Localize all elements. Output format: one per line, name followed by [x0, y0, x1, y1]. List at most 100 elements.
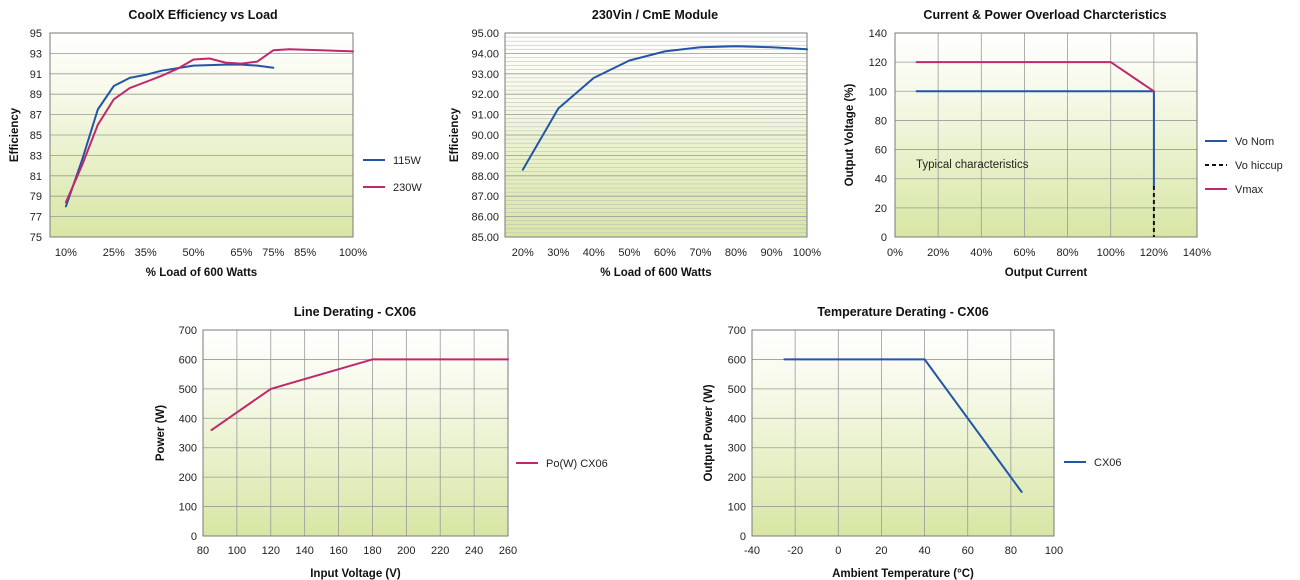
chart5-x-tick-label: 0 [835, 545, 841, 557]
chart2-y-axis-label: Efficiency [449, 107, 461, 162]
chart5-y-tick-label: 0 [740, 531, 746, 543]
chart1-x-tick-label: 100% [339, 247, 367, 259]
chart4-x-tick-label: 180 [363, 545, 381, 557]
chart3-y-tick-label: 0 [881, 232, 887, 244]
chart5-x-tick-label: 40 [918, 545, 930, 557]
chart2-x-tick-label: 30% [547, 247, 569, 259]
chart1-x-tick-label: 75% [262, 247, 284, 259]
chart1-x-tick-label: 85% [294, 247, 316, 259]
chart1-y-tick-label: 83 [30, 150, 42, 162]
chart5-x-tick-label: -20 [787, 545, 803, 557]
chart1-x-tick-label: 65% [230, 247, 252, 259]
chart5-legend-label-cx06: CX06 [1094, 457, 1122, 469]
chart4-x-tick-label: 80 [197, 545, 209, 557]
chart3-plot-area [895, 33, 1197, 237]
chart1-y-tick-label: 87 [30, 110, 42, 122]
chart3-x-tick-label: 40% [970, 247, 992, 259]
chart1-x-tick-label: 10% [55, 247, 77, 259]
chart2-y-tick-label: 86.00 [471, 212, 499, 224]
chart2-x-tick-label: 80% [725, 247, 747, 259]
chart4: 0 100 200 300 400 500 600 700 80 100 120 140 160 180 2… [155, 305, 608, 580]
chart4-y-tick-label: 600 [179, 354, 197, 366]
chart2-x-tick-label: 90% [760, 247, 782, 259]
chart3-legend-label-vo-nom: Vo Nom [1235, 136, 1274, 148]
chart5-y-axis-label: Output Power (W) [703, 384, 715, 481]
chart3-y-tick-label: 100 [869, 86, 887, 98]
chart2-x-axis-label: % Load of 600 Watts [600, 267, 711, 279]
chart5-x-tick-label: -40 [744, 545, 760, 557]
chart3-y-axis-label: Output Voltage (%) [844, 84, 856, 187]
chart4-series-po-w-cx06-line [210, 358, 509, 432]
chart1-y-tick-label: 91 [30, 69, 42, 81]
chart4-plot-area [203, 330, 508, 536]
chart4-y-tick-label: 300 [179, 443, 197, 455]
chart2-title: 230Vin / CmE Module [592, 8, 718, 22]
chart2-y-tick-label: 87.00 [471, 191, 499, 203]
chart1-x-tick-label: 35% [135, 247, 157, 259]
chart3-x-tick-label: 100% [1097, 247, 1125, 259]
chart5-y-tick-label: 400 [728, 413, 746, 425]
chart2-y-tick-label: 92.00 [471, 89, 499, 101]
chart2-series-series1-line [521, 45, 808, 171]
chart3-plot-frame [894, 32, 1198, 238]
chart4-title: Line Derating - CX06 [294, 305, 416, 319]
chart2: 85.00 86.00 87.00 88.00 89.00 90.00 91.00 92.00… [449, 8, 821, 279]
chart2-x-tick-label: 40% [583, 247, 605, 259]
chart1-y-tick-label: 85 [30, 130, 42, 142]
chart4-x-tick-label: 200 [397, 545, 415, 557]
chart2-x-tick-label: 100% [793, 247, 821, 259]
chart4-x-axis-label: Input Voltage (V) [310, 568, 401, 580]
chart1-title: CoolX Efficiency vs Load [128, 8, 277, 22]
chart1-y-tick-label: 93 [30, 48, 42, 60]
chart5-y-tick-label: 500 [728, 384, 746, 396]
chart3-x-axis-label: Output Current [1005, 267, 1088, 279]
chart3-x-tick-label: 0% [887, 247, 903, 259]
chart2-x-tick-label: 50% [618, 247, 640, 259]
chart1-legend-label-115w: 115W [393, 155, 422, 167]
chart5-x-tick-label: 60 [962, 545, 974, 557]
chart4-x-tick-label: 220 [431, 545, 449, 557]
chart5-x-axis-label: Ambient Temperature (°C) [832, 568, 974, 580]
chart5-y-tick-label: 600 [728, 354, 746, 366]
chart4-x-tick-label: 160 [329, 545, 347, 557]
chart1-plot-frame [49, 32, 354, 238]
chart3-y-tick-label: 80 [875, 115, 887, 127]
chart3-legend-label-vmax: Vmax [1235, 184, 1264, 196]
chart4-y-axis-label: Power (W) [155, 405, 167, 461]
chart1-x-axis-label: % Load of 600 Watts [146, 267, 257, 279]
chart4-y-tick-label: 100 [179, 502, 197, 514]
chart3: 0 20 40 60 80 100 120 140 0% 20% 40% 60% 80% 100% 120%… [844, 8, 1283, 279]
chart3-y-tick-label: 120 [869, 57, 887, 69]
chart1-y-tick-label: 95 [30, 28, 42, 40]
chart1-series-115w-line [64, 63, 275, 208]
chart1-y-tick-label: 81 [30, 171, 42, 183]
chart4-y-tick-label: 400 [179, 413, 197, 425]
chart3-x-tick-label: 60% [1013, 247, 1035, 259]
chart5: 0 100 200 300 400 500 600 700 -40 -20 0 20 40 60 80 100… [703, 305, 1122, 580]
chart5-y-tick-label: 100 [728, 502, 746, 514]
chart5-x-tick-label: 20 [875, 545, 887, 557]
chart3-y-tick-label: 20 [875, 203, 887, 215]
chart2-y-tick-label: 94.00 [471, 48, 499, 60]
chart1-y-tick-label: 75 [30, 232, 42, 244]
chart3-series-vmax-line [915, 61, 1155, 93]
chart2-x-tick-label: 60% [654, 247, 676, 259]
chart5-x-tick-label: 80 [1005, 545, 1017, 557]
chart1-x-tick-label: 50% [183, 247, 205, 259]
chart5-plot-area [752, 330, 1054, 536]
chart4-y-tick-label: 500 [179, 384, 197, 396]
chart1: 75 77 79 81 83 85 87 89 91 93 95 10% 25% 35% 50% 65% 75%… [9, 8, 422, 279]
chart3-title: Current & Power Overload Charcteristics [923, 8, 1166, 22]
chart2-y-tick-label: 91.00 [471, 110, 499, 122]
chart2-x-tick-label: 70% [689, 247, 711, 259]
chart3-y-tick-label: 40 [875, 174, 887, 186]
chart2-y-tick-label: 89.00 [471, 150, 499, 162]
chart5-y-tick-label: 200 [728, 472, 746, 484]
chart2-y-tick-label: 93.00 [471, 69, 499, 81]
chart3-x-tick-label: 140% [1183, 247, 1211, 259]
chart5-x-tick-label: 100 [1045, 545, 1063, 557]
chart4-x-tick-label: 140 [295, 545, 313, 557]
chart3-x-tick-label: 20% [927, 247, 949, 259]
chart1-x-tick-label: 25% [103, 247, 125, 259]
